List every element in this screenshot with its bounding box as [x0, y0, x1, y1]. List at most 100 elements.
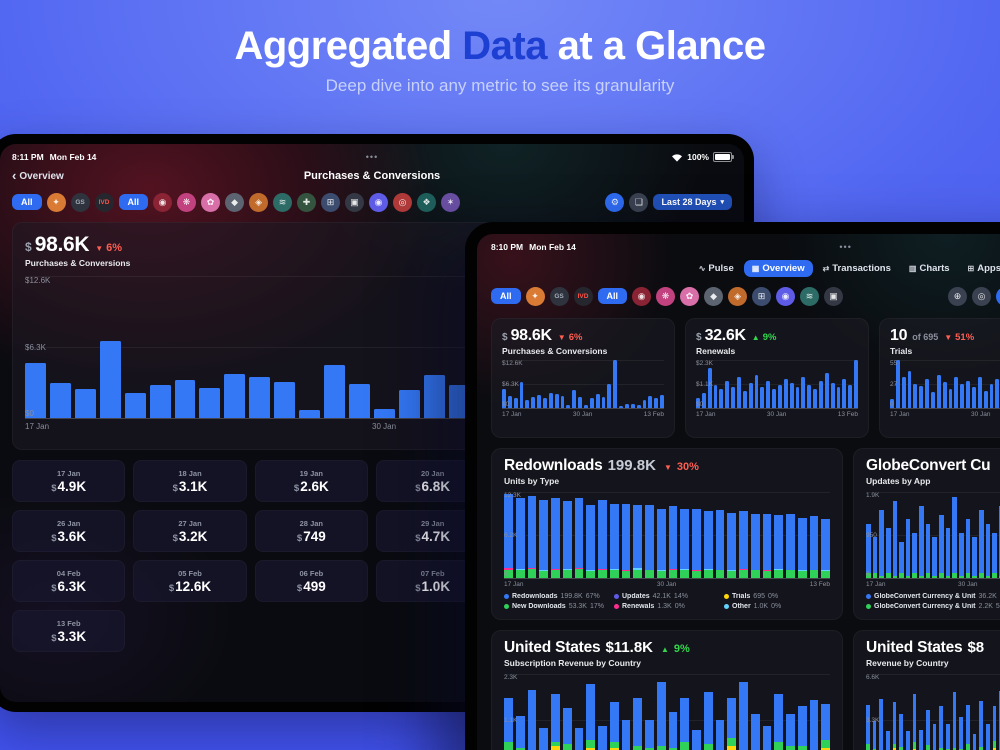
- app-icon[interactable]: ◆: [225, 192, 245, 212]
- stacked-bar: [645, 492, 654, 578]
- app-icon[interactable]: ⊞: [752, 286, 772, 306]
- app-icon[interactable]: ◆: [704, 286, 724, 306]
- stacked-bar: [932, 674, 937, 750]
- app-icon[interactable]: ⊞: [321, 192, 341, 212]
- bar: [713, 385, 718, 408]
- app-icon[interactable]: ✿: [201, 192, 221, 212]
- app-filter-icons: ◉ ❋ ✿ ◆ ◈ ≋ ✚ ⊞ ▣ ◉ ◎ ❖ ✶: [153, 192, 461, 212]
- app-icon-ivd[interactable]: IVD: [94, 192, 114, 212]
- app-icon[interactable]: ❋: [177, 192, 197, 212]
- stacked-bar: [912, 492, 918, 578]
- trials-mini-chart[interactable]: [890, 360, 1000, 409]
- date-card[interactable]: 05 Feb $12.6K: [133, 560, 247, 602]
- legend-item[interactable]: Trials 695 0%: [724, 593, 830, 600]
- date-card[interactable]: 04 Feb $6.3K: [12, 560, 126, 602]
- legend-item[interactable]: New Downloads 53.3K 17%: [504, 603, 610, 610]
- date-card[interactable]: 13 Feb $3.3K: [12, 610, 126, 652]
- app-icon[interactable]: ◉: [369, 192, 389, 212]
- revenue-by-country-stacked-chart[interactable]: [866, 674, 1000, 750]
- date-card[interactable]: 28 Jan $749: [254, 510, 368, 552]
- legend-item[interactable]: Other 1.0K 0%: [724, 603, 830, 610]
- app-icon[interactable]: ◉: [776, 286, 796, 306]
- app-icon[interactable]: ✶: [441, 192, 461, 212]
- app-icon[interactable]: ✦: [46, 192, 66, 212]
- filter-all-button[interactable]: All: [12, 194, 42, 210]
- target-icon[interactable]: ◎: [972, 286, 991, 306]
- app-icon[interactable]: ≋: [800, 286, 820, 306]
- stacked-bar: [656, 492, 666, 578]
- app-icon[interactable]: ▣: [824, 286, 844, 306]
- updates-by-app-chart[interactable]: [866, 492, 1000, 579]
- app-icon[interactable]: ◈: [249, 192, 269, 212]
- transactions-icon: ⇄: [822, 263, 830, 273]
- trials-card[interactable]: 10 of 695 ▼ 51% Trials 55 27 0: [879, 318, 1000, 438]
- legend-item[interactable]: Updates 42.1K 14%: [614, 593, 720, 600]
- filter-all-button[interactable]: All: [118, 194, 149, 210]
- app-icon[interactable]: ❋: [656, 286, 676, 306]
- bar: [737, 376, 741, 408]
- tab-transactions[interactable]: ⇄ Transactions: [822, 262, 891, 274]
- tab-apps[interactable]: ⊞ Apps: [967, 262, 1000, 274]
- date-card[interactable]: 26 Jan $3.6K: [12, 510, 126, 552]
- layers-icon[interactable]: ❏: [629, 192, 649, 212]
- date-card[interactable]: 17 Jan $4.9K: [12, 460, 126, 502]
- legend-item[interactable]: Redownloads 199.8K 67%: [504, 593, 610, 600]
- tab-charts[interactable]: ▥ Charts: [908, 262, 950, 274]
- filter-all-button[interactable]: All: [597, 288, 628, 304]
- app-icon[interactable]: ❖: [417, 192, 437, 212]
- bar: [174, 379, 196, 418]
- tab-overview[interactable]: ▦ Overview: [743, 259, 813, 277]
- app-icon[interactable]: ◉: [632, 286, 652, 306]
- app-icon[interactable]: ◎: [393, 192, 413, 212]
- bar: [942, 381, 947, 408]
- filter-all-button[interactable]: All: [491, 288, 521, 304]
- app-icon-gs[interactable]: GS: [549, 286, 569, 306]
- stacked-bar: [668, 492, 678, 578]
- bar: [324, 365, 345, 418]
- app-icon[interactable]: ≋: [273, 192, 293, 212]
- units-by-type-stacked-chart[interactable]: [504, 492, 830, 579]
- us-subscription-revenue-card[interactable]: United States $11.8K ▲ 9% Subscription R…: [491, 630, 843, 750]
- metric-value: 98.6K: [510, 327, 553, 344]
- card-subtitle: Trials: [890, 346, 913, 356]
- purchases-mini-chart[interactable]: [502, 360, 665, 409]
- date-card[interactable]: 27 Jan $3.2K: [133, 510, 247, 552]
- gear-icon[interactable]: ⚙: [605, 192, 625, 212]
- us-revenue-card[interactable]: United States $8 Revenue by Country 6.6K…: [853, 630, 1000, 750]
- stacked-bar: [633, 492, 642, 578]
- app-icon-ivd[interactable]: IVD: [573, 286, 593, 306]
- globeconvert-card[interactable]: GlobeConvert Cu Updates by App 1.9K 950 …: [853, 448, 1000, 620]
- date-card[interactable]: 06 Feb $499: [254, 560, 368, 602]
- app-icon[interactable]: ▣: [345, 192, 365, 212]
- metric-delta: 6%: [568, 332, 583, 343]
- app-icon[interactable]: ✦: [525, 286, 545, 306]
- legend-item[interactable]: Renewals 1.3K 0%: [614, 603, 720, 610]
- app-icon[interactable]: ✿: [680, 286, 700, 306]
- multitask-dots[interactable]: •••: [839, 242, 852, 252]
- redownloads-card[interactable]: Redownloads 199.8K ▼ 30% Units by Type 1…: [491, 448, 843, 620]
- date-card[interactable]: 19 Jan $2.6K: [254, 460, 368, 502]
- purchases-mini-card[interactable]: $ 98.6K ▼ 6% Purchases & Conversions $12…: [491, 318, 675, 438]
- subscription-revenue-stacked-chart[interactable]: [504, 674, 830, 750]
- app-icon[interactable]: ✚: [297, 192, 317, 212]
- date-range-button[interactable]: Last 28 Days ▾: [653, 194, 732, 210]
- tab-pulse[interactable]: ∿ Pulse: [698, 262, 734, 274]
- back-button[interactable]: ‹ Overview: [12, 168, 64, 183]
- bar: [423, 375, 445, 418]
- currency-symbol: $: [696, 332, 702, 343]
- renewals-card[interactable]: $ 32.6K ▲ 9% Renewals $2.3K $1.1K $0: [685, 318, 869, 438]
- app-icon-gs[interactable]: GS: [70, 192, 90, 212]
- app-icon[interactable]: ◉: [153, 192, 173, 212]
- headline-accent: Data: [462, 24, 547, 68]
- app-icon[interactable]: ◈: [728, 286, 748, 306]
- renewals-mini-chart[interactable]: [696, 360, 859, 409]
- metric-value: $8: [967, 639, 985, 656]
- stacked-bar: [979, 674, 984, 750]
- gear-icon[interactable]: ⚙: [996, 286, 1000, 306]
- globe-icon[interactable]: ⊕: [948, 286, 967, 306]
- bar: [630, 404, 635, 408]
- multitask-dots[interactable]: •••: [365, 152, 379, 162]
- date-card[interactable]: 18 Jan $3.1K: [133, 460, 247, 502]
